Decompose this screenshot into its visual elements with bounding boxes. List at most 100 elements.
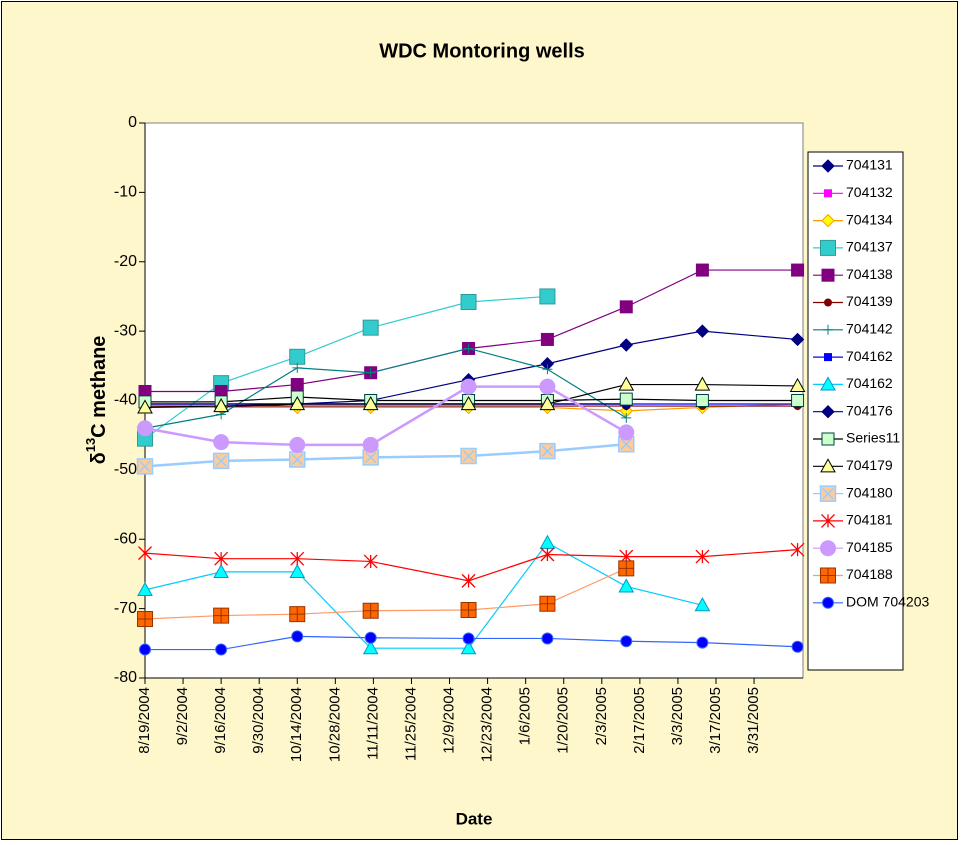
marker	[619, 392, 633, 406]
y-tick-label: -20	[114, 253, 137, 270]
marker	[136, 458, 154, 475]
marker	[618, 376, 635, 391]
y-tick-label: -60	[114, 530, 137, 547]
marker	[539, 288, 556, 305]
marker	[362, 395, 379, 411]
marker	[619, 338, 633, 352]
marker	[790, 332, 805, 347]
x-tick-label: 2/17/2005	[631, 687, 648, 754]
marker	[539, 395, 556, 411]
marker	[290, 551, 305, 566]
marker	[820, 458, 836, 473]
marker	[540, 547, 555, 562]
x-axis-title: Date	[456, 809, 493, 828]
series	[137, 378, 635, 453]
marker	[137, 611, 153, 628]
marker	[539, 378, 556, 395]
marker	[214, 551, 229, 566]
marker	[362, 449, 379, 466]
legend-label: DOM 704203	[846, 594, 929, 610]
y-tick-label: -80	[114, 669, 137, 686]
legend-label: 704132	[846, 184, 893, 200]
series	[138, 263, 805, 398]
marker	[138, 546, 152, 561]
marker	[463, 343, 474, 354]
marker	[618, 560, 635, 577]
series-line	[144, 295, 548, 440]
marker	[820, 567, 836, 584]
y-tick-label: -10	[114, 184, 137, 201]
marker	[790, 542, 805, 557]
marker	[618, 424, 635, 441]
marker	[461, 573, 476, 588]
marker	[362, 602, 379, 619]
marker	[137, 420, 153, 437]
series	[137, 560, 635, 628]
marker	[791, 263, 805, 277]
x-tick-label: 11/11/2004	[364, 687, 381, 760]
x-tick-label: 12/23/2004	[479, 687, 496, 762]
marker	[619, 300, 633, 314]
legend-label: 704162	[846, 348, 893, 364]
series	[137, 534, 711, 655]
marker	[695, 394, 709, 407]
marker	[213, 434, 230, 451]
y-tick-label: 0	[128, 114, 137, 131]
marker	[364, 631, 377, 644]
marker	[460, 293, 477, 310]
marker	[820, 239, 836, 256]
legend-label: 704138	[846, 266, 893, 282]
marker	[460, 395, 477, 411]
x-tick-label: 3/31/2005	[745, 687, 762, 754]
series	[137, 376, 806, 414]
x-tick-label: 3/3/2005	[669, 687, 686, 745]
marker	[820, 540, 836, 557]
marker	[460, 447, 477, 465]
legend-label: 704131	[846, 157, 893, 173]
y-tick-label: -70	[114, 600, 137, 617]
legend-label: 704188	[846, 566, 893, 582]
marker	[542, 364, 553, 375]
marker	[290, 378, 304, 392]
marker	[821, 404, 835, 419]
marker	[695, 263, 709, 277]
legend-label: 704134	[846, 211, 893, 227]
marker	[695, 549, 710, 564]
marker	[462, 632, 475, 645]
marker	[139, 643, 151, 656]
y-axis-title: δ13C methane	[83, 336, 110, 465]
marker	[460, 640, 477, 655]
x-tick-label: 10/14/2004	[288, 687, 305, 762]
y-title-prefix: δ	[88, 452, 110, 464]
marker	[289, 395, 306, 411]
y-title-suffix: C methane	[88, 336, 110, 438]
marker	[289, 451, 306, 468]
marker	[365, 367, 376, 378]
marker	[212, 452, 230, 470]
marker	[362, 640, 379, 655]
marker	[791, 640, 804, 653]
legend-label: 704162	[846, 375, 893, 391]
x-tick-label: 8/19/2004	[136, 687, 153, 754]
marker	[292, 362, 303, 373]
marker	[822, 596, 834, 609]
marker	[215, 643, 228, 656]
series-line	[144, 541, 703, 649]
marker	[824, 353, 832, 362]
marker	[289, 563, 306, 578]
marker	[539, 442, 556, 460]
x-tick-label: 1/20/2005	[555, 687, 572, 754]
marker	[362, 319, 379, 336]
chart-title: WDC Montoring wells	[379, 40, 585, 62]
marker	[824, 298, 832, 307]
marker	[694, 376, 711, 391]
marker	[789, 377, 806, 393]
marker	[460, 602, 477, 619]
marker	[460, 378, 477, 395]
marker	[213, 607, 230, 624]
legend-label: 704176	[846, 402, 893, 418]
marker	[821, 159, 835, 173]
y-tick-label: -50	[114, 461, 137, 478]
marker	[694, 597, 711, 612]
